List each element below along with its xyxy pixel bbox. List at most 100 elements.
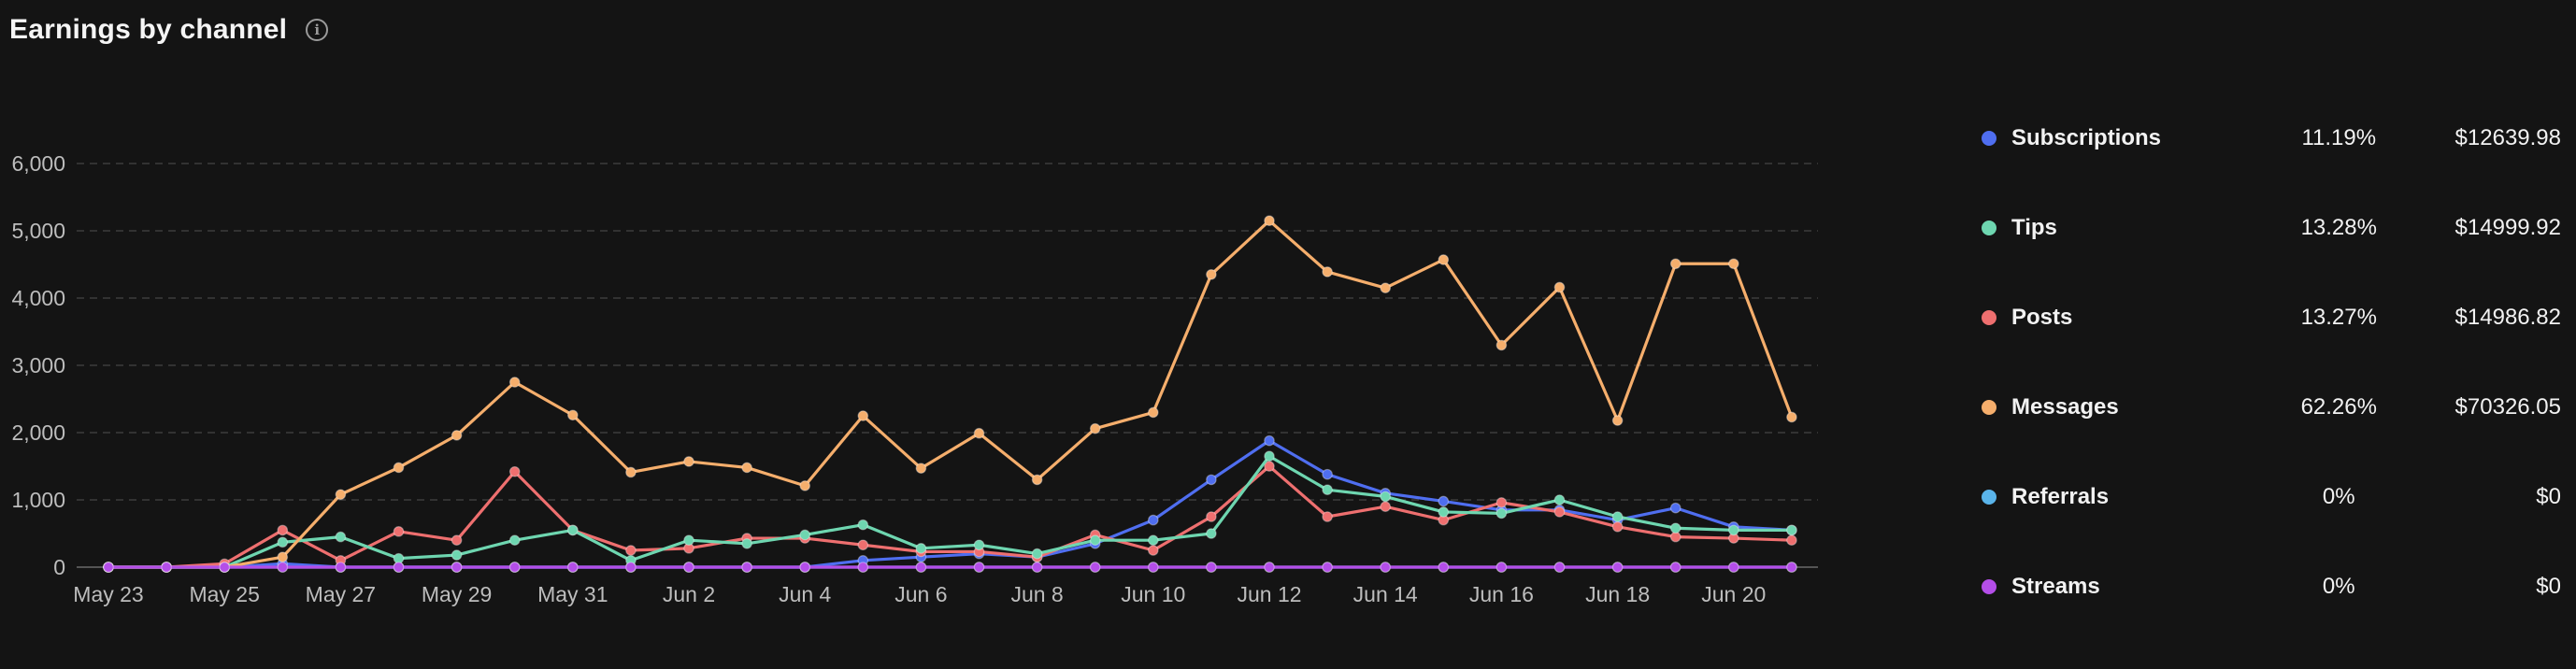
data-point[interactable] [915,543,927,554]
data-point[interactable] [1496,507,1508,520]
data-point[interactable] [1264,461,1275,472]
data-point[interactable] [973,562,985,573]
data-point[interactable] [857,539,869,551]
data-point[interactable] [335,562,347,573]
data-point[interactable] [1553,494,1566,505]
data-point[interactable] [508,377,521,388]
data-point[interactable] [1148,545,1159,556]
data-point[interactable] [508,534,521,546]
data-point[interactable] [1496,497,1508,508]
data-point[interactable] [1148,514,1159,526]
data-point[interactable] [1496,562,1508,573]
data-point[interactable] [1264,215,1275,226]
data-point[interactable] [1553,506,1566,518]
data-point[interactable] [857,410,869,421]
data-point[interactable] [277,524,289,536]
data-point[interactable] [1611,415,1624,426]
info-icon[interactable]: i [306,19,329,41]
data-point[interactable] [741,562,752,573]
data-point[interactable] [1089,562,1101,573]
data-point[interactable] [103,562,114,573]
data-point[interactable] [1322,266,1333,278]
data-point[interactable] [1380,562,1391,573]
data-point[interactable] [1438,562,1450,573]
data-point[interactable] [1322,468,1333,480]
data-point[interactable] [566,409,579,421]
data-point[interactable] [1496,339,1508,351]
data-point[interactable] [1206,268,1217,280]
data-point[interactable] [741,462,752,474]
data-point[interactable] [1728,562,1739,573]
legend-item-subscriptions[interactable]: Subscriptions 11.19% $12639.98 [1982,93,2561,183]
legend-item-referrals[interactable]: Referrals 0% $0 [1982,452,2561,542]
data-point[interactable] [1438,506,1450,518]
data-point[interactable] [393,462,405,474]
data-point[interactable] [857,562,869,573]
data-point[interactable] [451,562,463,573]
data-point[interactable] [1148,534,1159,546]
data-point[interactable] [625,562,637,573]
data-point[interactable] [1206,528,1217,539]
data-point[interactable] [1322,562,1333,573]
data-point[interactable] [1438,495,1450,507]
data-point[interactable] [1264,434,1275,447]
data-point[interactable] [1380,501,1391,512]
data-point[interactable] [335,531,347,543]
data-point[interactable] [219,562,230,573]
data-point[interactable] [1786,562,1797,573]
data-point[interactable] [741,537,752,549]
data-point[interactable] [508,465,521,477]
data-point[interactable] [1264,562,1275,573]
data-point[interactable] [1553,562,1566,573]
data-point[interactable] [973,539,985,551]
data-point[interactable] [683,456,694,467]
data-point[interactable] [277,562,289,573]
legend-item-tips[interactable]: Tips 13.28% $14999.92 [1982,183,2561,273]
legend-item-streams[interactable]: Streams 0% $0 [1982,542,2561,632]
data-point[interactable] [1669,502,1682,514]
data-point[interactable] [508,562,521,573]
data-point[interactable] [1611,562,1624,573]
data-point[interactable] [335,489,347,501]
data-point[interactable] [799,529,810,541]
data-point[interactable] [1611,520,1624,533]
data-point[interactable] [1031,562,1043,573]
legend-item-messages[interactable]: Messages 62.26% $70326.05 [1982,363,2561,452]
data-point[interactable] [393,562,405,573]
data-point[interactable] [799,480,810,491]
data-point[interactable] [1611,511,1624,522]
data-point[interactable] [1148,406,1159,419]
data-point[interactable] [393,526,405,537]
data-point[interactable] [857,519,869,531]
data-point[interactable] [625,545,637,556]
data-point[interactable] [566,524,579,536]
legend-item-posts[interactable]: Posts 13.27% $14986.82 [1982,273,2561,363]
data-point[interactable] [1089,534,1101,546]
data-point[interactable] [1089,422,1101,434]
data-point[interactable] [1728,524,1739,536]
data-point[interactable] [1206,474,1217,486]
data-point[interactable] [451,430,463,441]
data-point[interactable] [683,562,694,573]
data-point[interactable] [1553,281,1566,293]
data-point[interactable] [1148,562,1159,573]
data-point[interactable] [277,551,289,562]
data-point[interactable] [451,534,463,546]
data-point[interactable] [566,562,579,573]
data-point[interactable] [1322,511,1333,522]
data-point[interactable] [451,549,463,561]
data-point[interactable] [1728,258,1739,270]
data-point[interactable] [683,534,694,546]
data-point[interactable] [799,562,810,573]
data-point[interactable] [1031,474,1043,486]
data-point[interactable] [1438,254,1450,265]
data-point[interactable] [1786,411,1797,423]
data-point[interactable] [1380,282,1391,293]
data-point[interactable] [1786,524,1797,536]
data-point[interactable] [915,463,927,474]
data-point[interactable] [1322,484,1333,495]
data-point[interactable] [1669,258,1682,270]
data-point[interactable] [915,562,927,573]
data-point[interactable] [161,562,172,573]
data-point[interactable] [1206,511,1217,522]
